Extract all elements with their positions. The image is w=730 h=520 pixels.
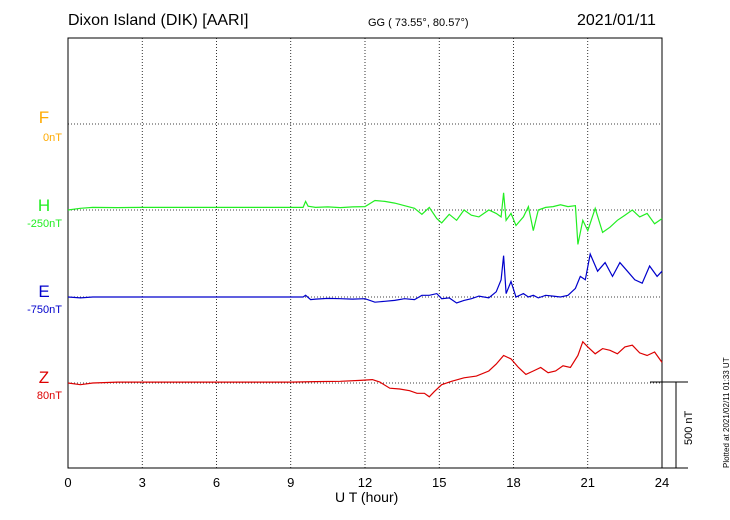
series-line-z (67, 340, 663, 398)
x-axis-ticks: 0 3 6 9 12 15 18 21 24 (64, 475, 669, 490)
x-tick-label: 15 (432, 475, 446, 490)
component-base-e: -750nT (27, 304, 62, 316)
x-tick-label: 21 (581, 475, 595, 490)
x-tick-label: 3 (139, 475, 146, 490)
series-lines (67, 192, 663, 398)
component-label-e: E (38, 282, 50, 301)
x-tick-label: 9 (287, 475, 294, 490)
grid (68, 38, 662, 468)
x-tick-label: 24 (655, 475, 669, 490)
component-label-z: Z (38, 368, 50, 387)
scale-bar: 500 nT (650, 381, 695, 469)
x-tick-label: 18 (506, 475, 520, 490)
x-tick-label: 12 (358, 475, 372, 490)
component-base-h: -250nT (27, 218, 62, 230)
component-base-z: 80nT (36, 390, 62, 402)
component-label-f: F (38, 108, 50, 127)
scale-bar-label: 500 nT (683, 410, 695, 445)
series-line-e (67, 251, 663, 304)
plotted-timestamp: Plotted at 2021/02/11 01:33 UT (722, 357, 730, 468)
plot-date: 2021/01/11 (577, 12, 656, 29)
station-title: Dixon Island (DIK) [AARI] (68, 12, 249, 29)
x-tick-label: 6 (213, 475, 220, 490)
component-base-f: 0nT (43, 132, 62, 144)
plot-frame (67, 37, 663, 469)
component-label-h: H (37, 196, 51, 215)
station-coordinates: GG ( 73.55°, 80.57°) (368, 17, 469, 29)
series-line-h (67, 192, 663, 245)
x-tick-label: 0 (64, 475, 71, 490)
x-axis-label: U T (hour) (335, 489, 399, 505)
